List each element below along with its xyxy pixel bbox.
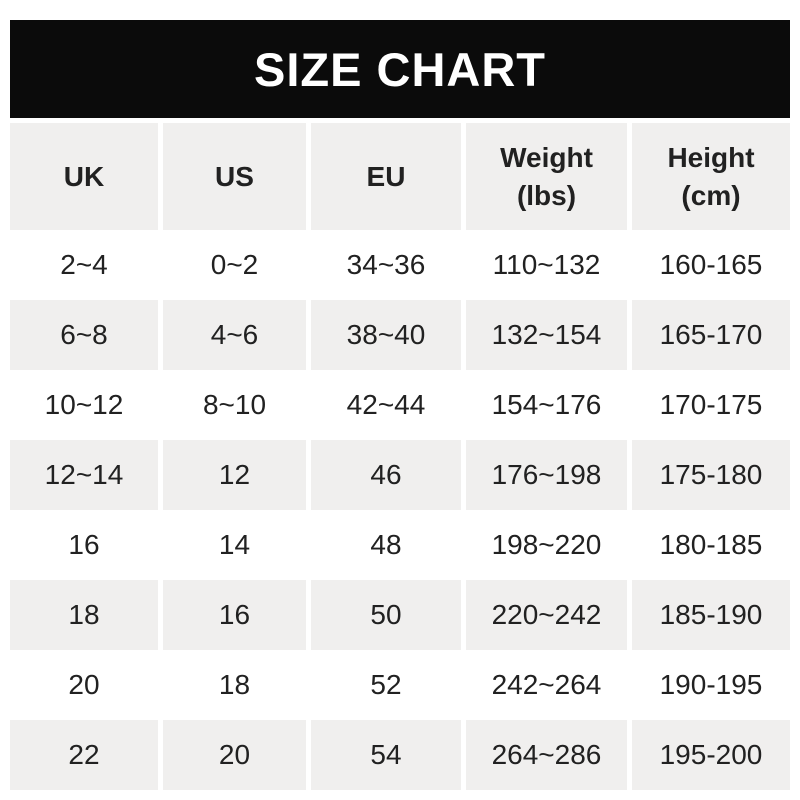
table-cell: 190-195: [632, 650, 790, 720]
table-cell: 160-165: [632, 230, 790, 300]
table-cell: 46: [311, 440, 461, 510]
table-cell: 14: [163, 510, 306, 580]
table-cell: 195-200: [632, 720, 790, 790]
table-cell: 12~14: [10, 440, 158, 510]
header-cell-eu: EU: [311, 123, 461, 230]
table-row: 16 14 48 198~220 180-185: [10, 510, 790, 580]
table-cell: 20: [10, 650, 158, 720]
header-row: UK US EU Weight (lbs) Height (cm): [10, 123, 790, 230]
table-cell: 50: [311, 580, 461, 650]
title-banner: SIZE CHART: [10, 20, 790, 118]
table-cell: 110~132: [466, 230, 627, 300]
table-row: 20 18 52 242~264 190-195: [10, 650, 790, 720]
table-cell: 185-190: [632, 580, 790, 650]
table-row: 18 16 50 220~242 185-190: [10, 580, 790, 650]
table-row: 2~4 0~2 34~36 110~132 160-165: [10, 230, 790, 300]
table-cell: 38~40: [311, 300, 461, 370]
table-cell: 18: [163, 650, 306, 720]
table-row: 10~12 8~10 42~44 154~176 170-175: [10, 370, 790, 440]
table-cell: 8~10: [163, 370, 306, 440]
table-cell: 220~242: [466, 580, 627, 650]
table-cell: 175-180: [632, 440, 790, 510]
table-cell: 42~44: [311, 370, 461, 440]
header-cell-weight: Weight (lbs): [466, 123, 627, 230]
table-cell: 242~264: [466, 650, 627, 720]
header-cell-us: US: [163, 123, 306, 230]
table-cell: 4~6: [163, 300, 306, 370]
header-cell-uk: UK: [10, 123, 158, 230]
table-cell: 12: [163, 440, 306, 510]
header-cell-height: Height (cm): [632, 123, 790, 230]
table-cell: 10~12: [10, 370, 158, 440]
table-cell: 16: [163, 580, 306, 650]
table-cell: 22: [10, 720, 158, 790]
table-cell: 52: [311, 650, 461, 720]
size-table: UK US EU Weight (lbs) Height (cm) 2~4 0~…: [10, 123, 790, 790]
table-cell: 170-175: [632, 370, 790, 440]
table-cell: 176~198: [466, 440, 627, 510]
table-cell: 54: [311, 720, 461, 790]
table-cell: 132~154: [466, 300, 627, 370]
table-cell: 48: [311, 510, 461, 580]
table-row: 22 20 54 264~286 195-200: [10, 720, 790, 790]
table-cell: 18: [10, 580, 158, 650]
table-cell: 264~286: [466, 720, 627, 790]
table-cell: 180-185: [632, 510, 790, 580]
table-cell: 0~2: [163, 230, 306, 300]
table-cell: 154~176: [466, 370, 627, 440]
table-row: 12~14 12 46 176~198 175-180: [10, 440, 790, 510]
table-cell: 20: [163, 720, 306, 790]
table-cell: 16: [10, 510, 158, 580]
page-title: SIZE CHART: [254, 42, 546, 96]
table-cell: 2~4: [10, 230, 158, 300]
table-cell: 198~220: [466, 510, 627, 580]
table-cell: 165-170: [632, 300, 790, 370]
table-cell: 6~8: [10, 300, 158, 370]
table-cell: 34~36: [311, 230, 461, 300]
table-row: 6~8 4~6 38~40 132~154 165-170: [10, 300, 790, 370]
